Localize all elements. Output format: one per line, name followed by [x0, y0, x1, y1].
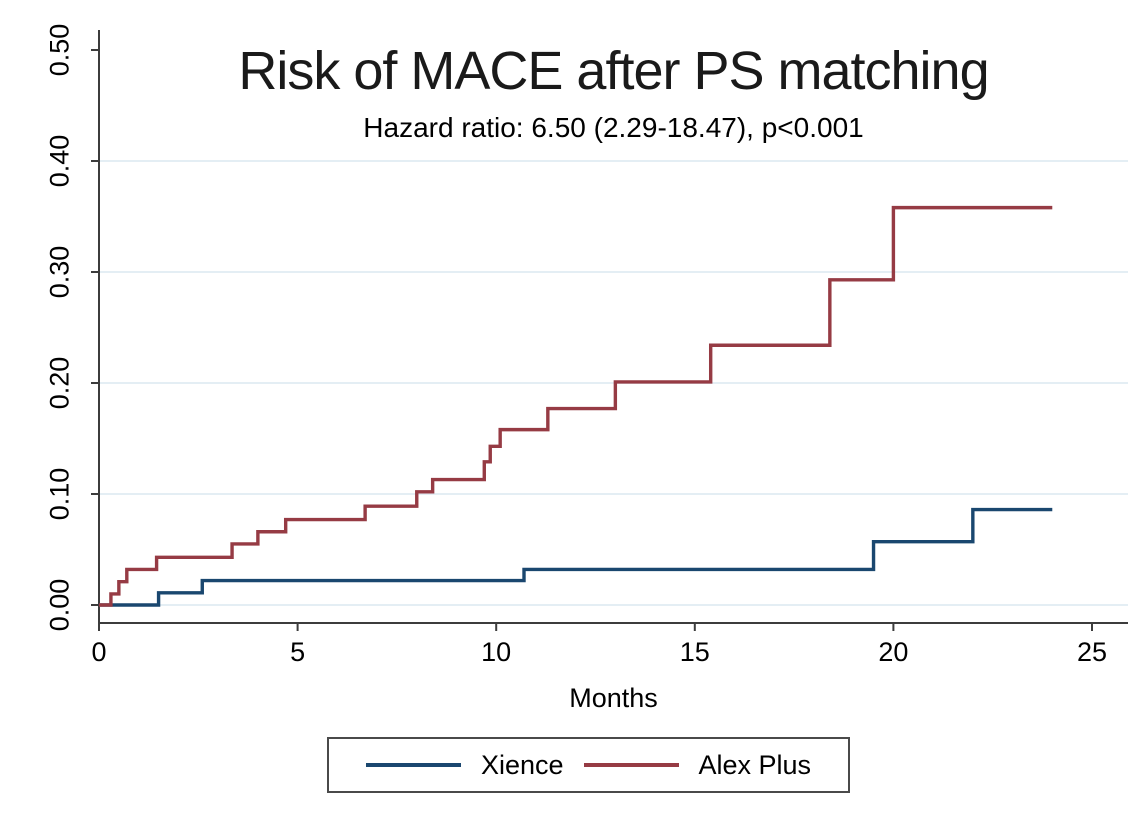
legend-label-xience: Xience — [480, 749, 564, 780]
y-tick-label: 0.10 — [44, 467, 75, 521]
x-tick-label: 15 — [679, 637, 710, 667]
chart-title: Risk of MACE after PS matching — [238, 41, 989, 101]
legend-line-sample-alex-plus — [583, 763, 679, 767]
x-tick-label: 5 — [290, 637, 306, 667]
y-tick-label: 0.30 — [44, 245, 75, 299]
chart-subtitle: Hazard ratio: 6.50 (2.29-18.47), p<0.001 — [363, 112, 864, 143]
x-axis-title: Months — [569, 683, 658, 713]
x-tick-label: 25 — [1076, 637, 1108, 667]
series-line-alex-plus — [99, 205, 1053, 607]
legend-label-alex-plus: Alex Plus — [698, 749, 812, 780]
x-tick-label: 0 — [91, 637, 107, 667]
legend-line-sample-xience — [365, 763, 461, 767]
y-tick-label: 0.40 — [44, 134, 75, 188]
series-line-xience — [99, 507, 1053, 607]
x-tick-label: 20 — [878, 637, 909, 667]
y-tick-label: 0.20 — [44, 356, 75, 410]
legend-box: Xience Alex Plus — [327, 737, 850, 793]
y-tick-label: 0.50 — [44, 23, 75, 77]
y-tick-label: 0.00 — [44, 578, 75, 632]
x-tick-label: 10 — [481, 637, 512, 667]
